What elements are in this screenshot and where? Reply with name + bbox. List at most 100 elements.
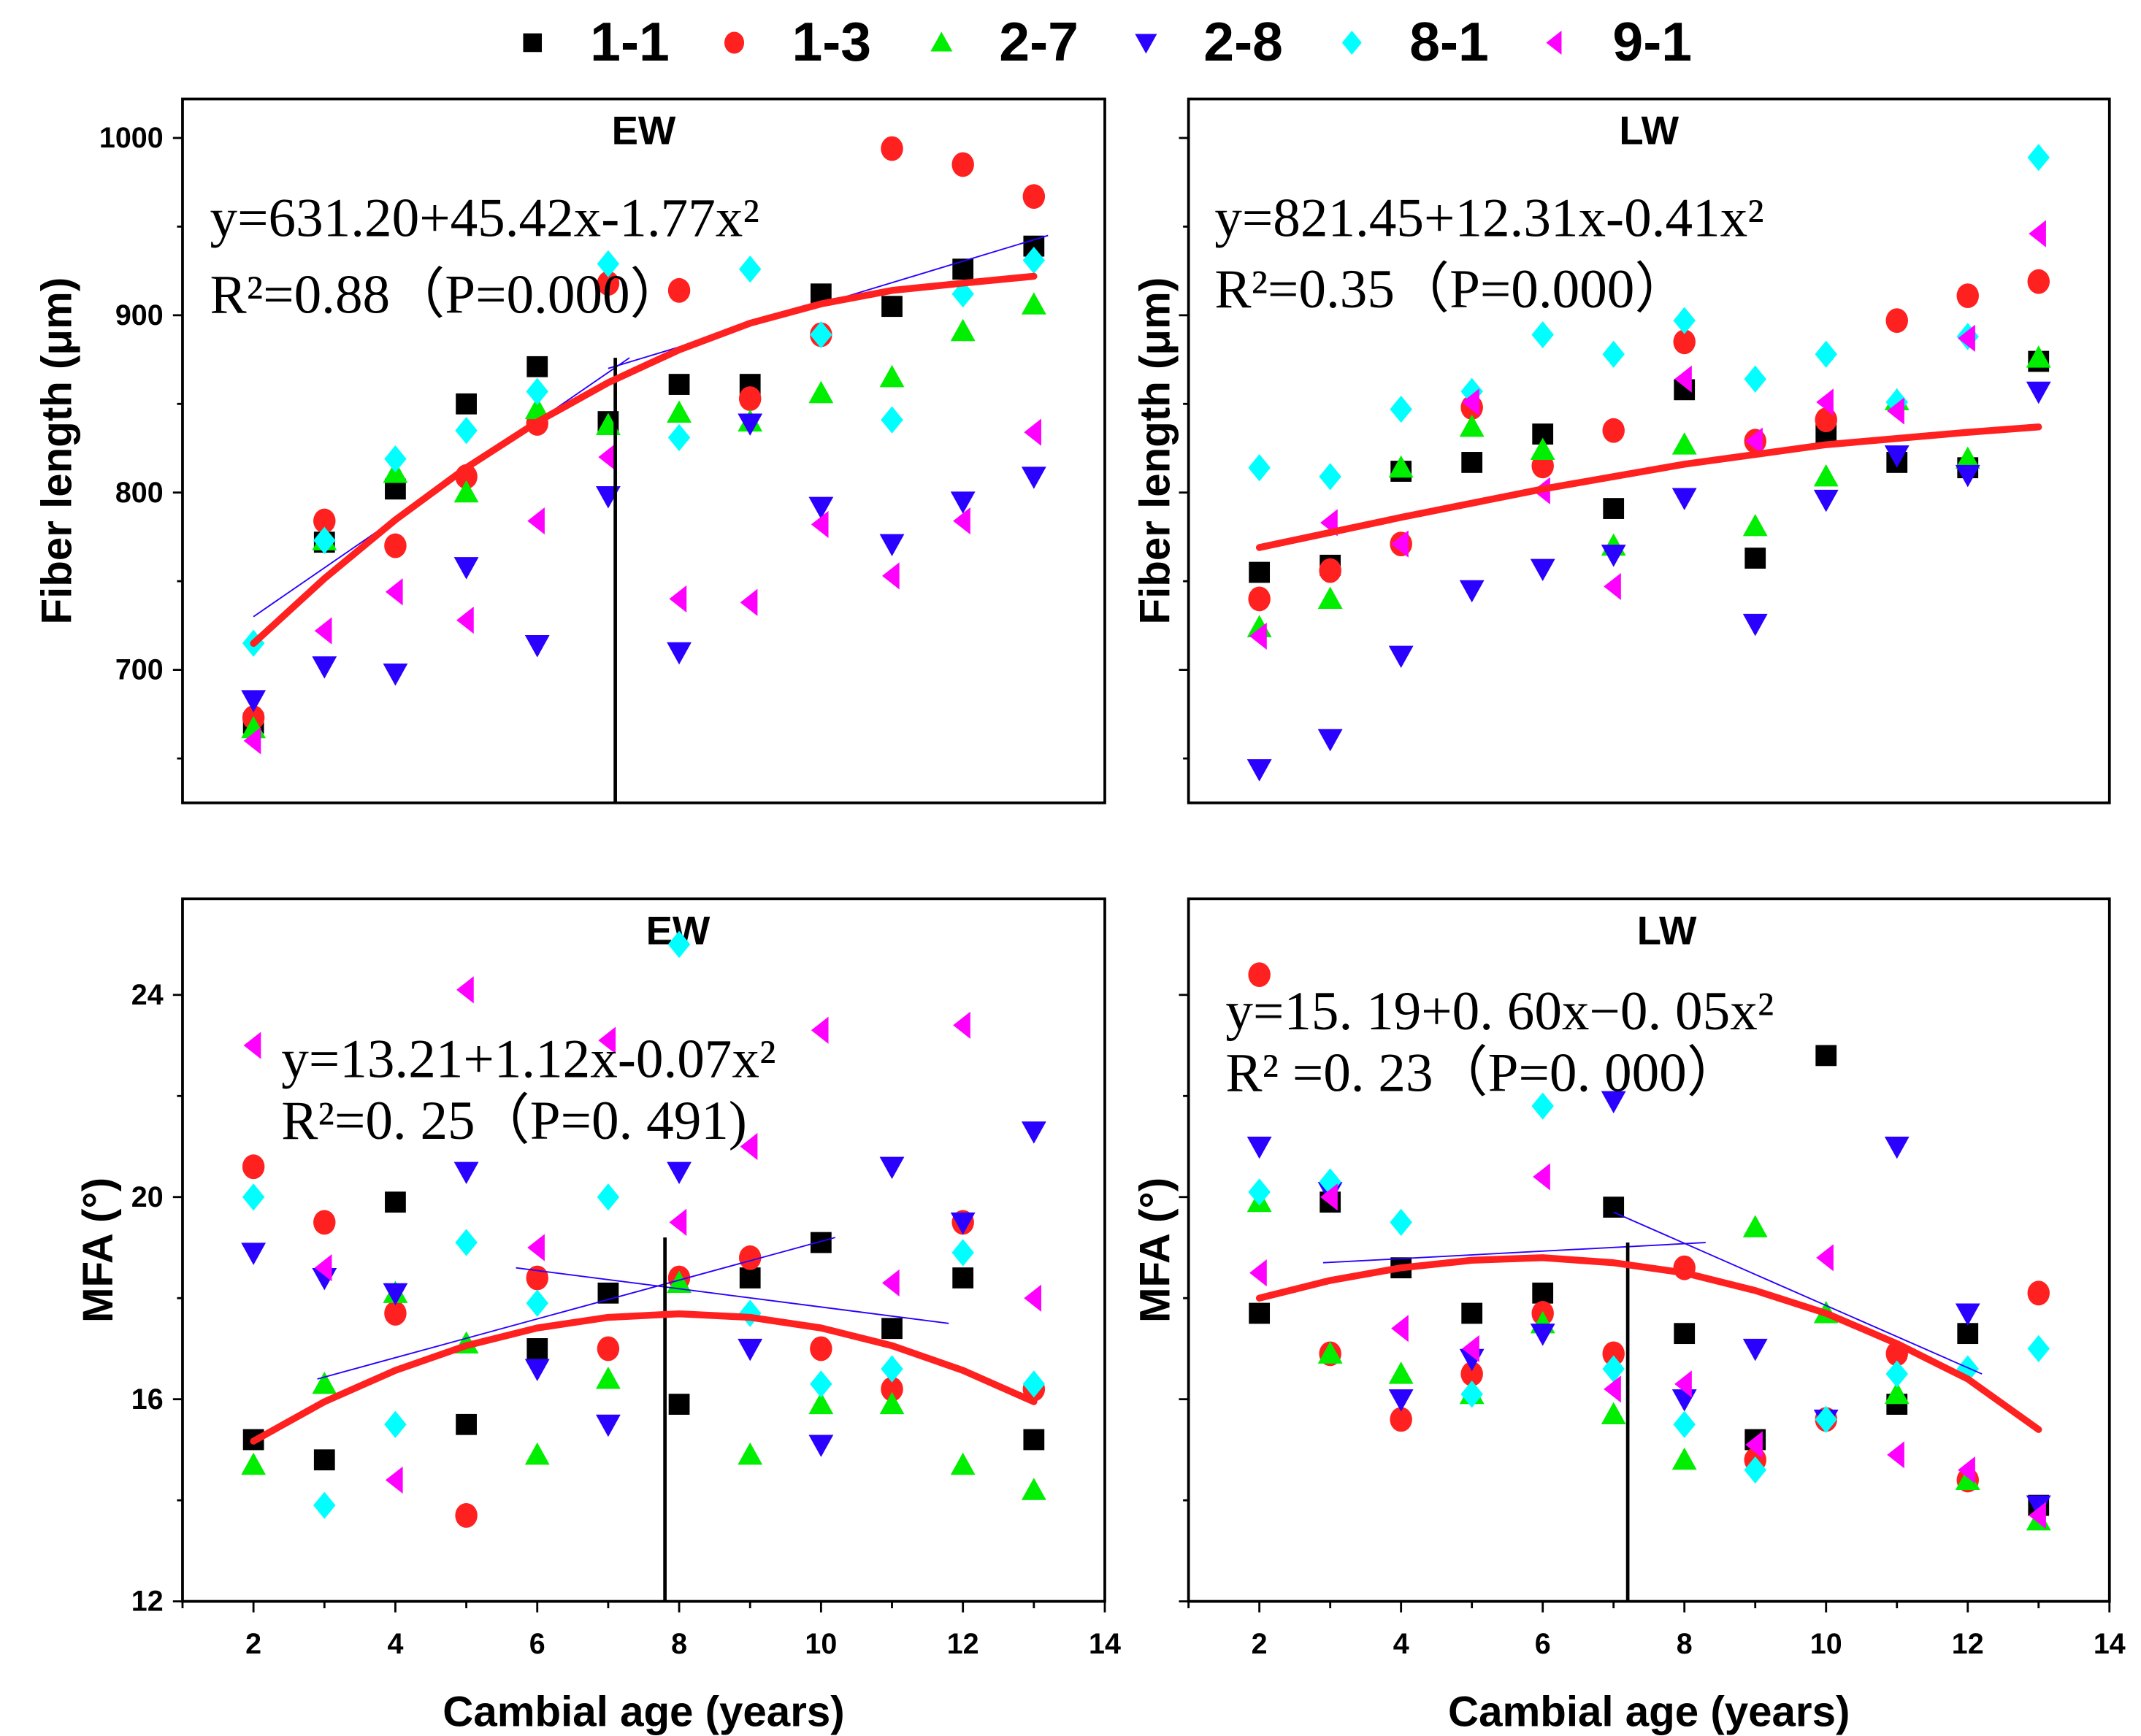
data-point-9-1 (881, 1269, 900, 1297)
piecewise-fit-line (317, 1237, 836, 1380)
panels: 700 800 900 1000 Fiber length (μm) EW y=631.20… (34, 97, 2126, 1736)
data-point-2-7 (808, 1391, 834, 1415)
data-point-2-7 (1813, 464, 1839, 487)
data-point-2-8 (808, 496, 834, 520)
data-point-1-1 (1023, 1429, 1045, 1451)
panel-title: LW (1619, 109, 1679, 153)
data-point-8-1 (881, 1355, 903, 1383)
y-axis-label: MFA (°) (74, 1178, 122, 1323)
data-point-2-7 (312, 1371, 337, 1394)
data-point-9-1 (740, 1132, 758, 1161)
data-point-1-3 (1602, 1341, 1625, 1367)
fit-equation: y=13.21+1.12x-0.07x² (281, 1029, 775, 1090)
data-point-8-1 (455, 417, 478, 445)
data-point-2-7 (1388, 455, 1414, 478)
data-point-1-3 (667, 277, 691, 303)
plot-frame (1187, 897, 2111, 1603)
y-tick-label: 700 (115, 654, 164, 686)
x-tick-label: 2 (245, 1628, 261, 1660)
data-point-2-8 (453, 557, 479, 580)
fit-equation: y=631.20+45.42x-1.77x² (210, 188, 759, 248)
data-point-8-1 (1602, 1355, 1625, 1383)
data-point-2-8 (1601, 545, 1626, 567)
data-point-1-1 (1461, 1302, 1483, 1324)
data-point-8-1 (1602, 340, 1625, 368)
y-tick-label: 16 (131, 1383, 164, 1416)
legend-label: 2-8 (1203, 11, 1283, 72)
data-point-2-7 (1317, 1341, 1343, 1364)
data-point-8-1 (526, 377, 548, 405)
data-point-8-1 (597, 1183, 620, 1211)
data-point-8-1 (1390, 1208, 1412, 1236)
data-point-1-3 (1602, 418, 1625, 443)
data-point-9-1 (314, 617, 332, 645)
data-point-9-1 (1958, 1456, 1975, 1484)
legend-item-9-1: 9-1 (1546, 11, 1692, 72)
data-point-8-1 (951, 1239, 974, 1267)
data-point-1-1 (1249, 561, 1271, 583)
data-point-1-1 (1815, 1045, 1837, 1067)
fit-r2-p: R²=0. 25（P=0. 491) (281, 1091, 747, 1151)
data-point-1-3 (1815, 407, 1837, 433)
data-point-1-1 (526, 356, 548, 377)
legend-marker-circle-icon (724, 31, 745, 54)
data-point-8-1 (1673, 1410, 1696, 1438)
legend-marker-diamond-icon (1341, 30, 1362, 55)
data-point-2-7 (1955, 1467, 1980, 1490)
data-point-8-1 (1319, 463, 1341, 491)
data-point-9-1 (1674, 1370, 1692, 1398)
data-point-1-1 (456, 393, 477, 415)
data-point-1-3 (1460, 1361, 1483, 1386)
data-point-1-3 (2027, 269, 2050, 294)
data-point-2-8 (1813, 489, 1839, 512)
fit-r2-p: R²=0.35（P=0.000） (1214, 259, 1689, 320)
data-point-8-1 (738, 1299, 762, 1327)
data-point-2-7 (1955, 446, 1980, 469)
y-tick-label: 1000 (99, 122, 164, 154)
y-tick-label: 800 (115, 477, 164, 509)
data-point-2-8 (1388, 645, 1414, 669)
data-point-9-1 (385, 1466, 403, 1494)
data-point-2-8 (1388, 1389, 1414, 1412)
legend-marker-triangle-left-icon (1546, 30, 1562, 55)
data-point-1-3 (738, 386, 762, 411)
data-point-8-1 (597, 250, 620, 278)
data-point-8-1 (2027, 144, 2050, 172)
data-point-8-1 (1673, 307, 1696, 334)
data-point-8-1 (1815, 1405, 1837, 1433)
legend-item-2-7: 2-7 (930, 11, 1079, 72)
data-point-2-8 (1459, 580, 1485, 603)
data-point-9-1 (1391, 1315, 1409, 1343)
data-point-2-8 (879, 1156, 905, 1180)
data-point-2-7 (1601, 1402, 1626, 1424)
data-point-1-1 (1744, 548, 1766, 569)
data-point-1-3 (1390, 1407, 1412, 1432)
y-axis-label: Fiber length (μm) (34, 277, 81, 625)
legend-label: 8-1 (1409, 11, 1489, 72)
data-point-1-3 (455, 1502, 478, 1528)
data-point-1-1 (952, 258, 974, 280)
data-point-8-1 (810, 1370, 832, 1398)
data-point-1-3 (1673, 329, 1696, 355)
data-point-9-1 (456, 606, 474, 634)
data-point-2-8 (950, 491, 976, 514)
data-point-1-1 (1603, 1197, 1625, 1218)
data-point-9-1 (385, 578, 403, 606)
data-point-2-8 (241, 1243, 267, 1265)
data-point-2-8 (1884, 445, 1910, 468)
data-point-1-1 (668, 1394, 690, 1415)
data-point-1-1 (952, 1267, 974, 1288)
data-point-2-7 (879, 364, 905, 388)
data-point-8-1 (810, 320, 832, 349)
data-point-9-1 (2029, 220, 2046, 247)
data-point-9-1 (2029, 1502, 2046, 1529)
data-point-2-7 (1742, 1215, 1768, 1237)
data-point-1-1 (597, 1282, 619, 1304)
data-point-1-3 (1248, 962, 1271, 988)
legend-item-8-1: 8-1 (1341, 11, 1489, 72)
data-point-1-3 (313, 508, 336, 534)
x-tick-label: 12 (947, 1628, 979, 1660)
data-point-2-8 (312, 656, 337, 679)
data-point-2-8 (1317, 729, 1343, 752)
